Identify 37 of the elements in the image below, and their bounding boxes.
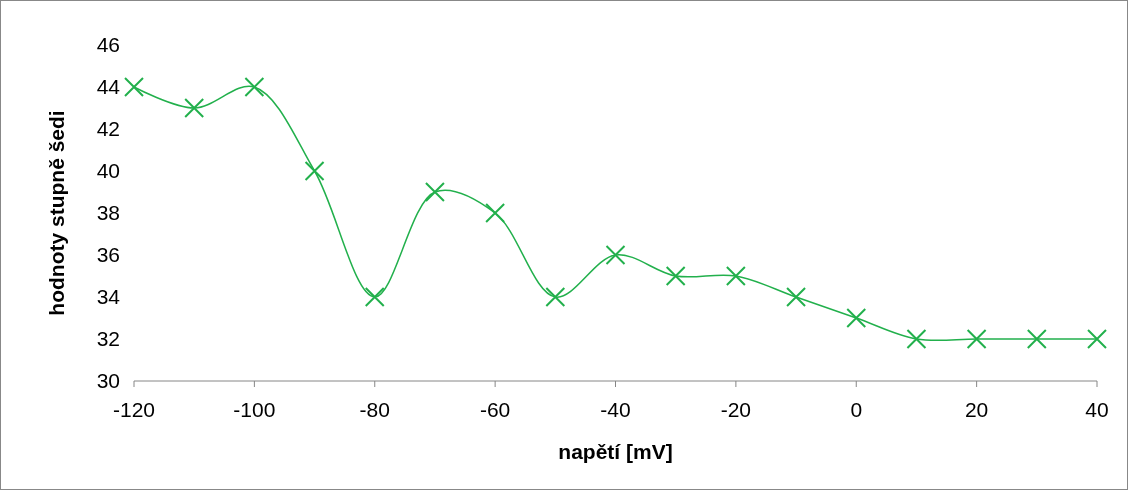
- x-tick-label: -40: [600, 398, 631, 421]
- x-tick-label: 20: [964, 398, 989, 421]
- point: [244, 77, 265, 97]
- point: [1087, 329, 1107, 349]
- x-tick-label: -100: [233, 398, 276, 421]
- x-tick-label: -80: [359, 398, 390, 421]
- point: [184, 98, 205, 118]
- point: [786, 287, 807, 307]
- y-tick-label: 30: [96, 369, 120, 392]
- y-tick-label: 34: [96, 285, 121, 308]
- y-tick-label: 38: [96, 201, 120, 224]
- y-tick-label: 36: [96, 243, 120, 266]
- y-axis-title: hodnoty stupně šedi: [45, 110, 68, 316]
- point: [124, 77, 144, 97]
- point: [846, 308, 867, 328]
- y-tick-label: 32: [96, 327, 120, 350]
- point: [605, 245, 626, 265]
- point: [1026, 329, 1047, 349]
- x-tick-label: -20: [720, 398, 752, 421]
- x-tick-label: 0: [850, 398, 863, 421]
- x-axis-title: napětí [mV]: [558, 440, 673, 463]
- x-tick-label: 40: [1085, 398, 1109, 421]
- point: [725, 266, 746, 286]
- point: [966, 329, 987, 349]
- point: [304, 161, 325, 181]
- y-tick-label: 42: [96, 117, 120, 140]
- point: [364, 287, 385, 307]
- y-tick-label: 44: [96, 75, 121, 98]
- point: [665, 266, 686, 286]
- x-tick-label: -120: [112, 398, 156, 421]
- y-tick-label: 40: [96, 159, 120, 182]
- point: [485, 203, 506, 223]
- x-tick-label: -60: [479, 398, 511, 421]
- point: [545, 287, 566, 307]
- y-tick-label: 46: [96, 33, 120, 56]
- point: [424, 182, 445, 202]
- point: [906, 329, 927, 349]
